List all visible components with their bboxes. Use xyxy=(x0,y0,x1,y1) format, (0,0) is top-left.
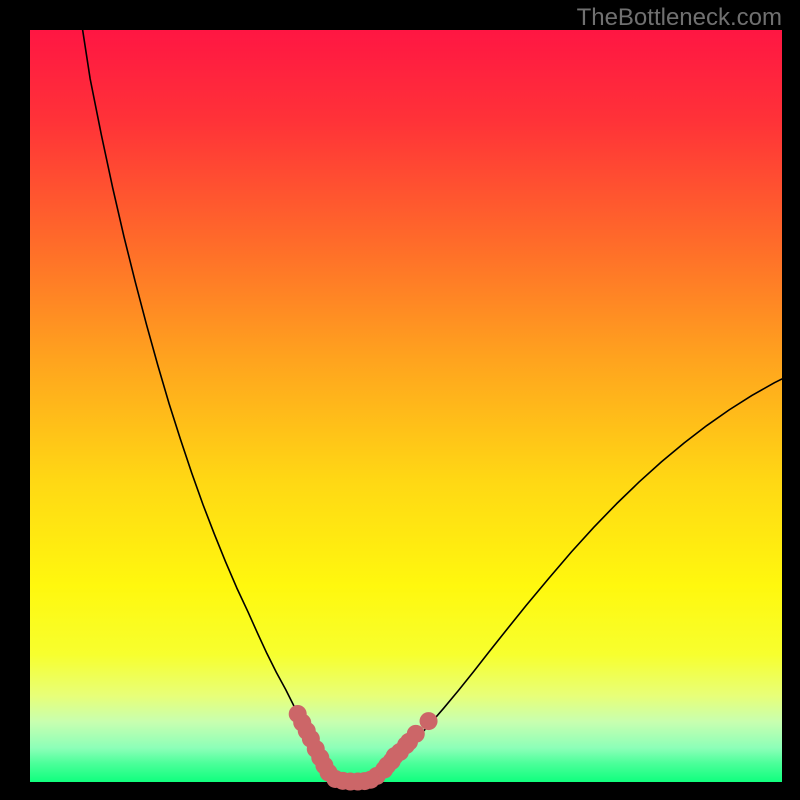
curve-marker xyxy=(420,712,438,730)
watermark-text: TheBottleneck.com xyxy=(577,4,782,32)
curve-layer xyxy=(30,30,782,782)
bottleneck-curve xyxy=(83,30,782,782)
marker-group xyxy=(289,705,438,791)
curve-marker xyxy=(407,725,425,743)
plot-area xyxy=(30,30,782,782)
chart-stage: TheBottleneck.com xyxy=(0,0,800,800)
